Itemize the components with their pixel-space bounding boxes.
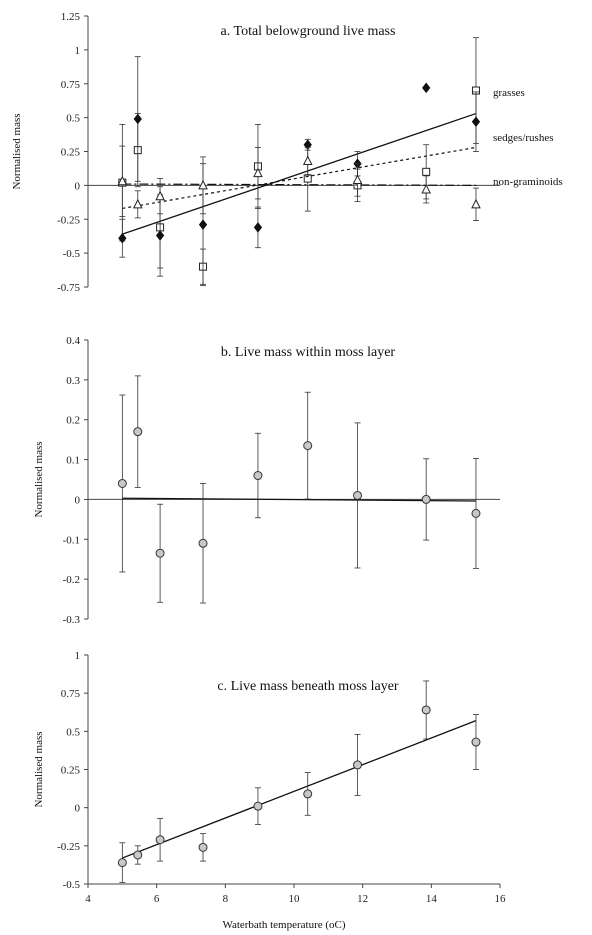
data-point [253, 801, 263, 811]
data-point [253, 471, 263, 481]
y-tick-label: 0.25 [61, 147, 81, 159]
y-axis-label: Normalised mass [11, 113, 23, 189]
trend-line [122, 720, 477, 859]
series-label: non-graminoids [493, 176, 563, 188]
data-point [198, 538, 208, 548]
panel-a: 1.25 1 0.75 0.5 0.25 0 -0.25 -0.5 -0.75 a. Total … [11, 11, 563, 294]
data-point [155, 548, 165, 558]
x-tick-label: 14 [426, 893, 438, 905]
data-point [471, 116, 481, 128]
data-point [471, 198, 481, 209]
data-point [303, 789, 313, 799]
data-point [133, 427, 143, 437]
y-tick-label: 0.2 [66, 415, 80, 427]
y-tick-label: 0.5 [66, 726, 80, 738]
data-point [353, 490, 363, 500]
data-point [422, 167, 431, 176]
x-tick-label: 10 [289, 893, 301, 905]
y-tick-label: -0.5 [63, 879, 81, 891]
panel-title: a. Total belowground live mass [221, 24, 396, 39]
x-tick-label: 4 [85, 893, 91, 905]
data-point [302, 155, 313, 165]
y-tick-label: 0.75 [61, 79, 81, 91]
y-tick-label: 0 [75, 494, 81, 506]
y-axis-label: Normalised mass [33, 441, 45, 517]
trend-line [122, 146, 477, 210]
data-point [155, 190, 165, 201]
data-point [471, 737, 481, 747]
panel-title: c. Live mass beneath moss layer [217, 679, 399, 694]
y-tick-label: -0.3 [63, 614, 81, 626]
data-point [353, 760, 363, 770]
y-tick-label: -0.25 [57, 841, 80, 853]
y-tick-label: 0.4 [66, 335, 80, 347]
data-point [421, 183, 431, 194]
y-tick-label: 0.3 [66, 375, 80, 387]
data-point [155, 835, 165, 845]
panel-b: 0.4 0.3 0.2 0.1 0 -0.1 -0.2 -0.3 b. Live mass wi… [33, 335, 500, 626]
y-tick-label: -0.5 [63, 248, 81, 260]
data-point [421, 705, 431, 715]
series-2: non-graminoids [117, 145, 563, 222]
data-point [133, 113, 142, 125]
data-point [198, 842, 208, 852]
data-point [253, 167, 263, 178]
data-point [198, 179, 208, 190]
y-tick-label: -0.25 [57, 214, 80, 226]
series-0 [117, 375, 481, 604]
data-point [117, 858, 127, 868]
trend-line [122, 112, 477, 235]
panel-c: 1 0.75 0.5 0.25 0 -0.25 -0.5 4 6 8 10 12 14 16 c. Live… [33, 650, 506, 931]
data-point [253, 222, 263, 233]
y-tick-label: -0.2 [63, 574, 80, 586]
x-tick-label: 12 [357, 893, 368, 905]
data-point [421, 494, 431, 504]
trend-line [122, 183, 476, 186]
y-tick-label: 0 [75, 180, 81, 192]
y-tick-label: 0.5 [66, 113, 80, 125]
data-point [303, 441, 313, 451]
y-tick-label: -0.75 [57, 282, 80, 294]
series-0: grasses [118, 37, 525, 285]
panel-title: b. Live mass within moss layer [221, 345, 396, 360]
x-tick-label: 8 [223, 893, 229, 905]
data-point [117, 478, 127, 488]
y-tick-label: 1.25 [61, 11, 81, 23]
data-point [117, 175, 128, 186]
y-tick-label: 0 [75, 803, 81, 815]
x-tick-label: 16 [495, 893, 507, 905]
y-tick-label: -0.1 [63, 534, 80, 546]
data-point [303, 174, 312, 183]
data-point [132, 198, 143, 209]
x-tick-label: 6 [154, 893, 160, 905]
y-tick-label: 0.75 [61, 688, 81, 700]
data-point [133, 850, 143, 860]
series-0 [117, 680, 481, 883]
y-axis-label: Normalised mass [33, 731, 45, 807]
series-1: sedges/rushes [118, 56, 554, 287]
trend-line [122, 497, 476, 502]
y-tick-label: 0.1 [66, 455, 80, 467]
y-tick-label: 0.25 [61, 765, 81, 777]
series-label: grasses [493, 87, 525, 99]
data-point [198, 219, 208, 230]
series-label: sedges/rushes [493, 132, 554, 144]
data-point [471, 508, 481, 518]
data-point [352, 174, 363, 184]
y-tick-label: 1 [75, 45, 81, 57]
data-point [422, 82, 431, 94]
y-tick-label: 1 [75, 650, 81, 662]
x-axis-label: Waterbath temperature (oC) [222, 919, 345, 931]
data-point [118, 232, 127, 244]
data-point [155, 230, 165, 241]
